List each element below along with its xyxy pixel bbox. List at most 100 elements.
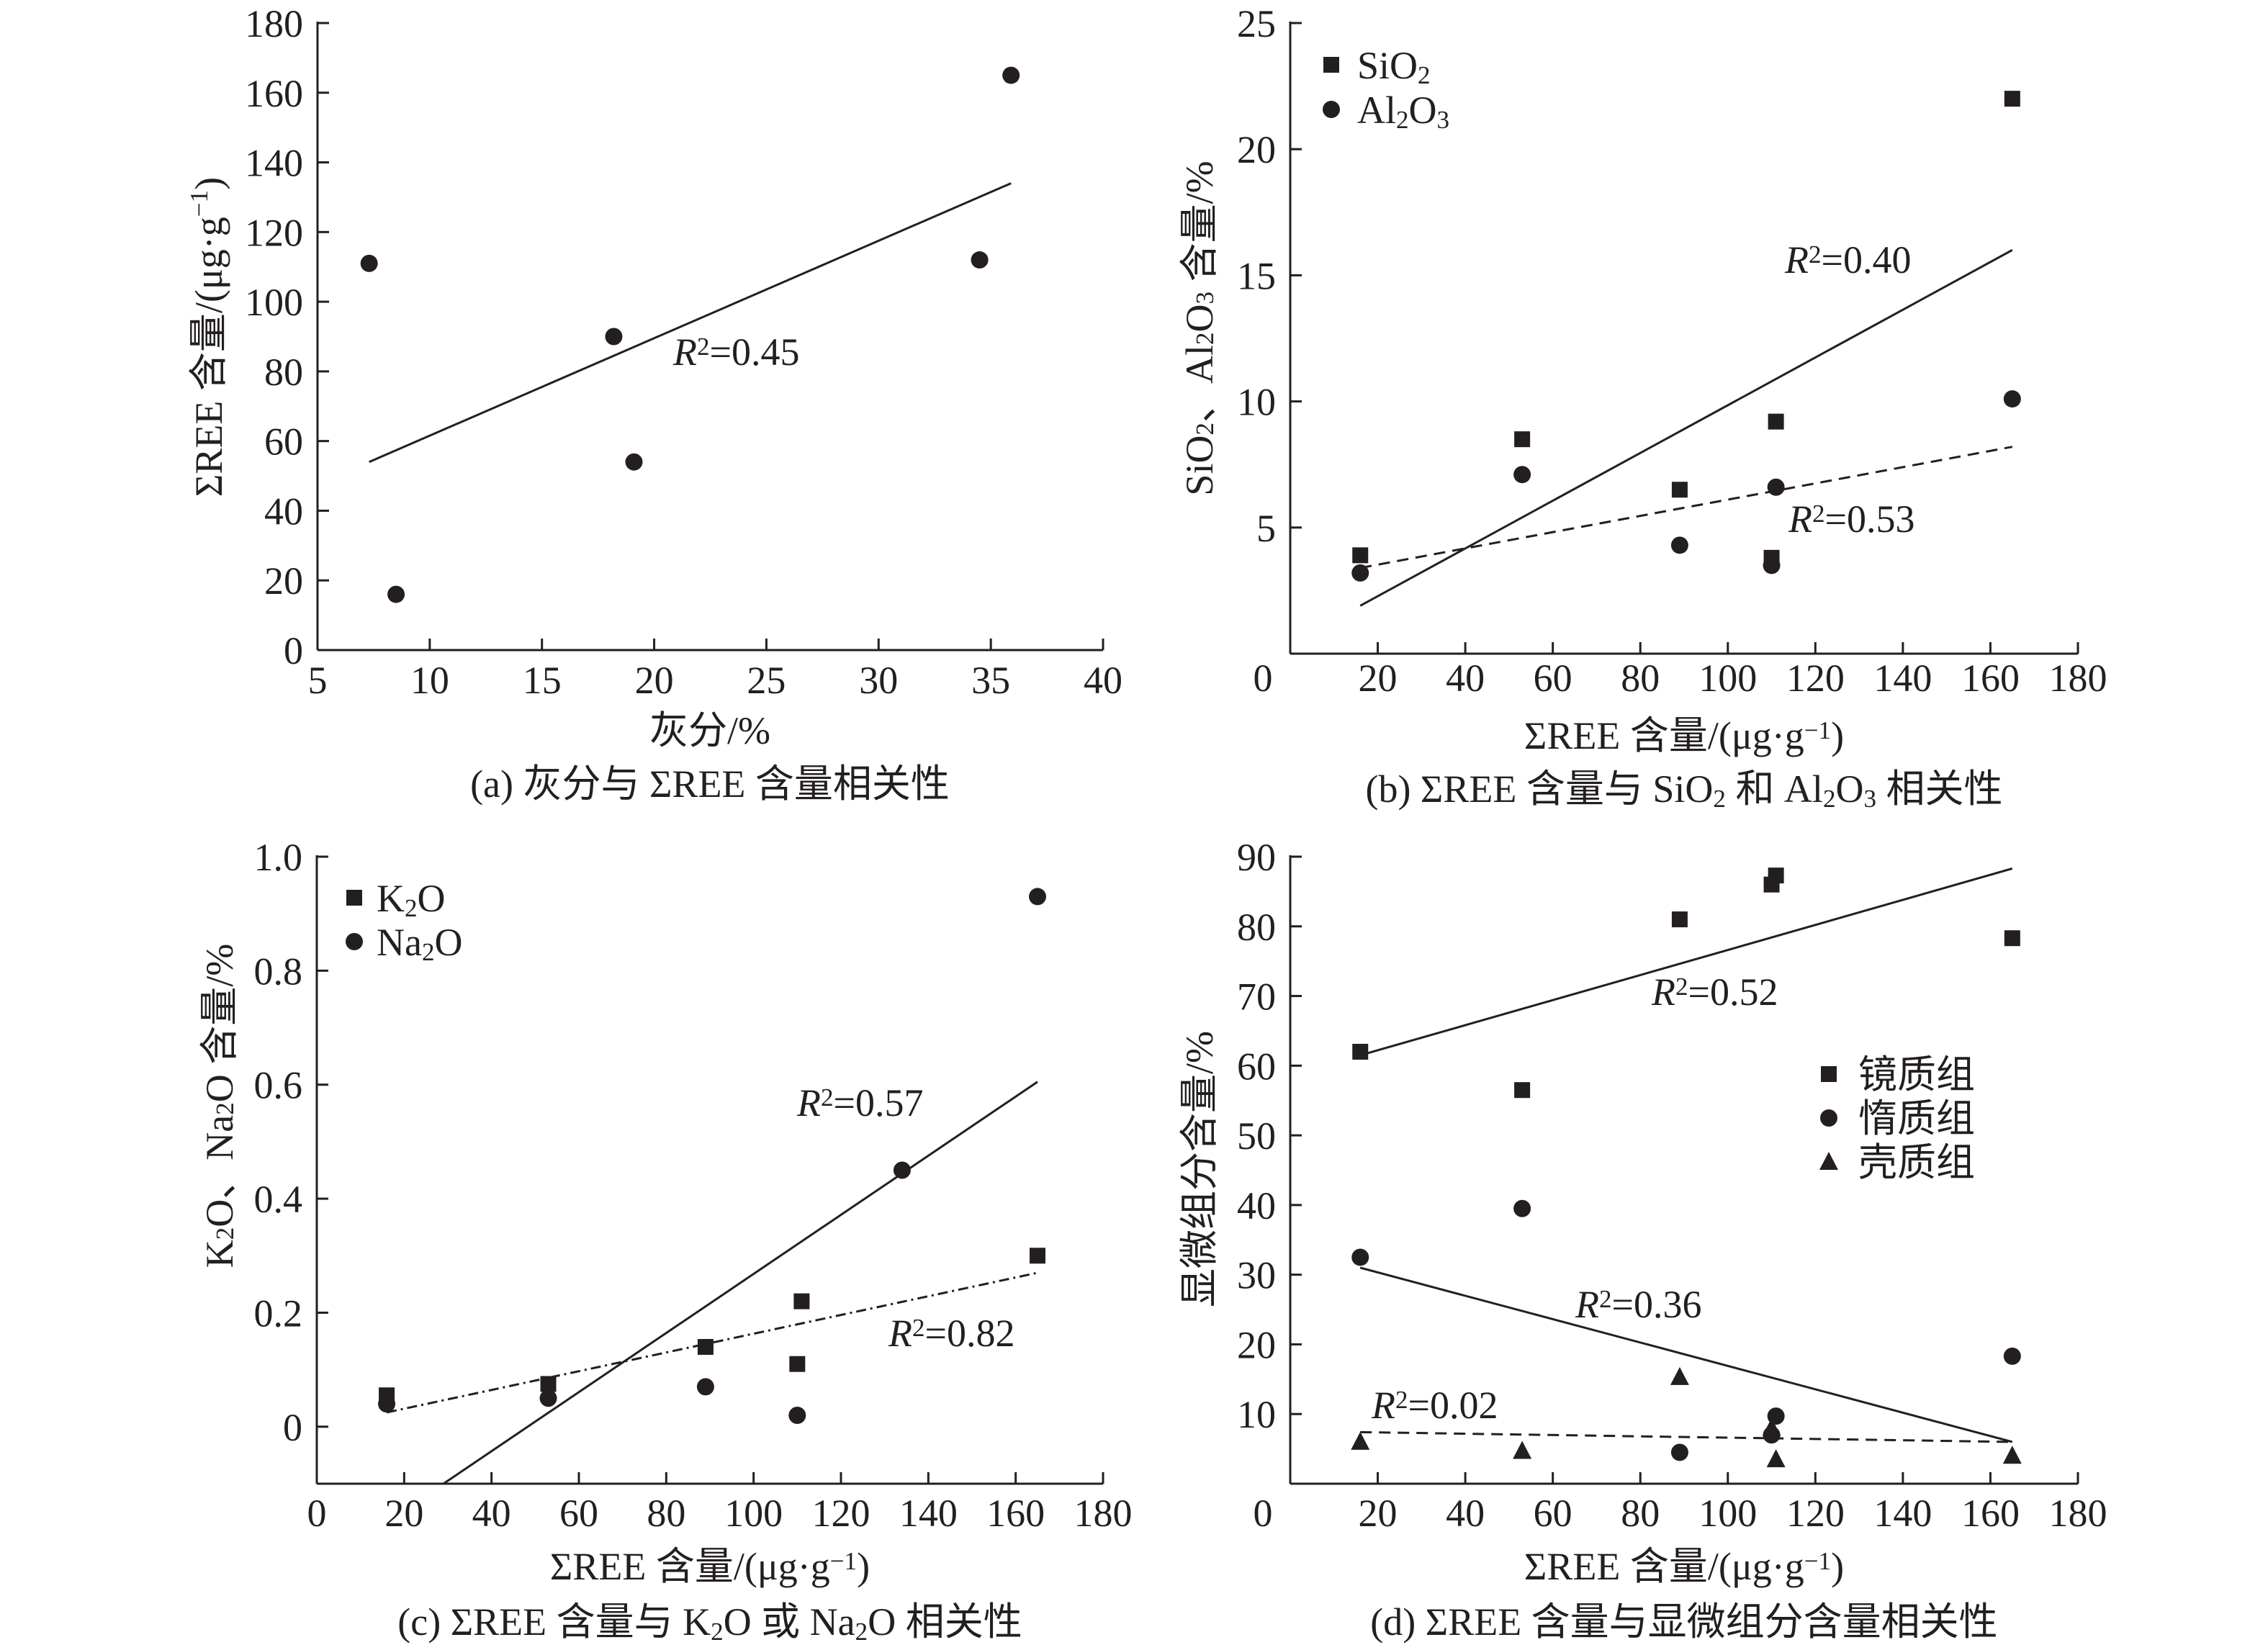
y-tick-label: 0.6 [254, 1064, 303, 1107]
data-point [1513, 1199, 1531, 1217]
data-point [1351, 564, 1369, 582]
r-squared-label: R2=0.82 [888, 1312, 1015, 1355]
x-tick-label: 100 [724, 1492, 783, 1535]
x-tick-label: 140 [1873, 1492, 1932, 1535]
x-tick-label: 20 [384, 1492, 423, 1535]
fit-line-solid [1359, 867, 2013, 1057]
y-tick-label: 80 [1237, 906, 1276, 949]
y-tick-label: 100 [245, 281, 303, 324]
y-tick-label: 160 [245, 72, 303, 115]
x-tick-label: 20 [635, 659, 674, 702]
x-tick-label: 35 [971, 659, 1010, 702]
y-tick-label: 10 [1237, 381, 1276, 424]
data-point [1762, 1417, 1781, 1436]
x-axis-title: ΣREE 含量/(μg·g−1) [550, 1545, 870, 1588]
x-tick-label: 160 [986, 1492, 1045, 1535]
data-point [1352, 547, 1369, 564]
x-tick-label: 120 [1786, 1492, 1845, 1535]
legend-label: 壳质组 [1858, 1141, 1975, 1184]
panel-caption: (b) ΣREE 含量与 SiO2 和 Al2O3 相关性 [1365, 767, 2002, 813]
x-axis-title: 灰分/% [649, 709, 770, 752]
data-point [1768, 413, 1784, 430]
data-point [1670, 536, 1688, 554]
x-tick-label: 140 [1873, 657, 1932, 700]
y-tick-label: 180 [245, 2, 303, 45]
y-tick-label: 20 [264, 559, 303, 603]
x-tick-label: 40 [472, 1492, 511, 1535]
y-tick-label: 60 [264, 420, 303, 464]
fit-line-solid [1359, 1266, 2013, 1443]
x-tick-label: 20 [1359, 1492, 1398, 1535]
data-point [1002, 66, 1020, 84]
data-point [1763, 556, 1781, 574]
x-tick-label: 80 [1621, 1492, 1660, 1535]
series-square [379, 1248, 1045, 1404]
data-point [1768, 867, 1784, 884]
fit-line-solid [443, 1081, 1038, 1485]
y-tick-label: 15 [1237, 254, 1276, 297]
y-tick-label: 80 [264, 351, 303, 394]
legend-label: 惰质组 [1858, 1097, 1975, 1140]
y-tick-label: 120 [245, 211, 303, 254]
legend-label: Na2O [377, 921, 463, 966]
r-squared-label: R2=0.02 [1371, 1384, 1498, 1427]
legend-marker [346, 933, 363, 950]
r-squared-label: R2=0.40 [1784, 238, 1912, 281]
x-tick-label: 40 [1084, 659, 1122, 702]
y-tick-label: 10 [1237, 1393, 1276, 1436]
origin-tick-label: 0 [1254, 657, 1273, 700]
x-tick-label: 140 [899, 1492, 958, 1535]
y-tick-label: 60 [1237, 1045, 1276, 1088]
r-squared-label: R2=0.53 [1788, 497, 1915, 541]
x-tick-label: 40 [1446, 1492, 1485, 1535]
data-point [1029, 888, 1046, 906]
x-tick-label: 25 [747, 659, 786, 702]
x-axis-title: ΣREE 含量/(μg·g−1) [1524, 1545, 1844, 1588]
panel-d: 20 40 60 80 100 120 140 160 180 0 10 20 30 40 50 60 70 80… [1178, 836, 2107, 1644]
legend-marker [1820, 1109, 1837, 1127]
data-point [1351, 1431, 1370, 1450]
data-point [697, 1338, 714, 1355]
data-point [1352, 1043, 1369, 1060]
data-point [539, 1389, 557, 1407]
r-squared-label: R2=0.36 [1575, 1283, 1702, 1326]
legend-marker [1323, 57, 1339, 73]
x-tick-label: 60 [1534, 657, 1572, 700]
y-tick-label: 20 [1237, 128, 1276, 171]
legend-label: SiO2 [1357, 44, 1431, 89]
origin-tick-label: 0 [1254, 1492, 1273, 1535]
legend-label: K2O [377, 877, 446, 922]
data-point [788, 1406, 806, 1424]
legend-label: 镜质组 [1858, 1053, 1975, 1096]
data-point [2003, 1347, 2021, 1365]
y-tick-label: 5 [1256, 507, 1276, 550]
y-tick-label: 1.0 [254, 836, 303, 879]
data-point [1670, 1366, 1689, 1385]
data-point [387, 585, 405, 603]
y-tick-label: 40 [264, 490, 303, 533]
data-point [1513, 466, 1531, 484]
y-tick-label: 0.2 [254, 1291, 303, 1335]
series-circle [378, 888, 1046, 1424]
data-point [1671, 911, 1688, 928]
x-tick-label: 100 [1698, 657, 1757, 700]
data-point [1351, 1248, 1369, 1266]
x-tick-label: 0 [307, 1492, 327, 1535]
panel-c: 0 20 40 60 80 100 120 140 160 180 0 0.2 0.4 0.6 0.8 1.0… [198, 836, 1133, 1646]
y-tick-label: 40 [1237, 1184, 1276, 1227]
data-point [1767, 478, 1785, 496]
series-square [1352, 867, 2020, 1099]
panel-caption: (d) ΣREE 含量与显微组分含量相关性 [1370, 1600, 1997, 1644]
y-tick-label: 0.8 [254, 950, 303, 993]
y-tick-label: 140 [245, 142, 303, 185]
x-tick-label: 120 [1786, 657, 1845, 700]
y-tick-label: 0 [284, 629, 303, 672]
data-point [793, 1293, 810, 1309]
x-tick-label: 30 [859, 659, 898, 702]
data-point [2002, 1446, 2022, 1464]
data-point [2003, 390, 2021, 408]
fit-line-dashed [1360, 1430, 2012, 1443]
x-tick-label: 20 [1359, 657, 1398, 700]
x-tick-label: 160 [1961, 1492, 2020, 1535]
